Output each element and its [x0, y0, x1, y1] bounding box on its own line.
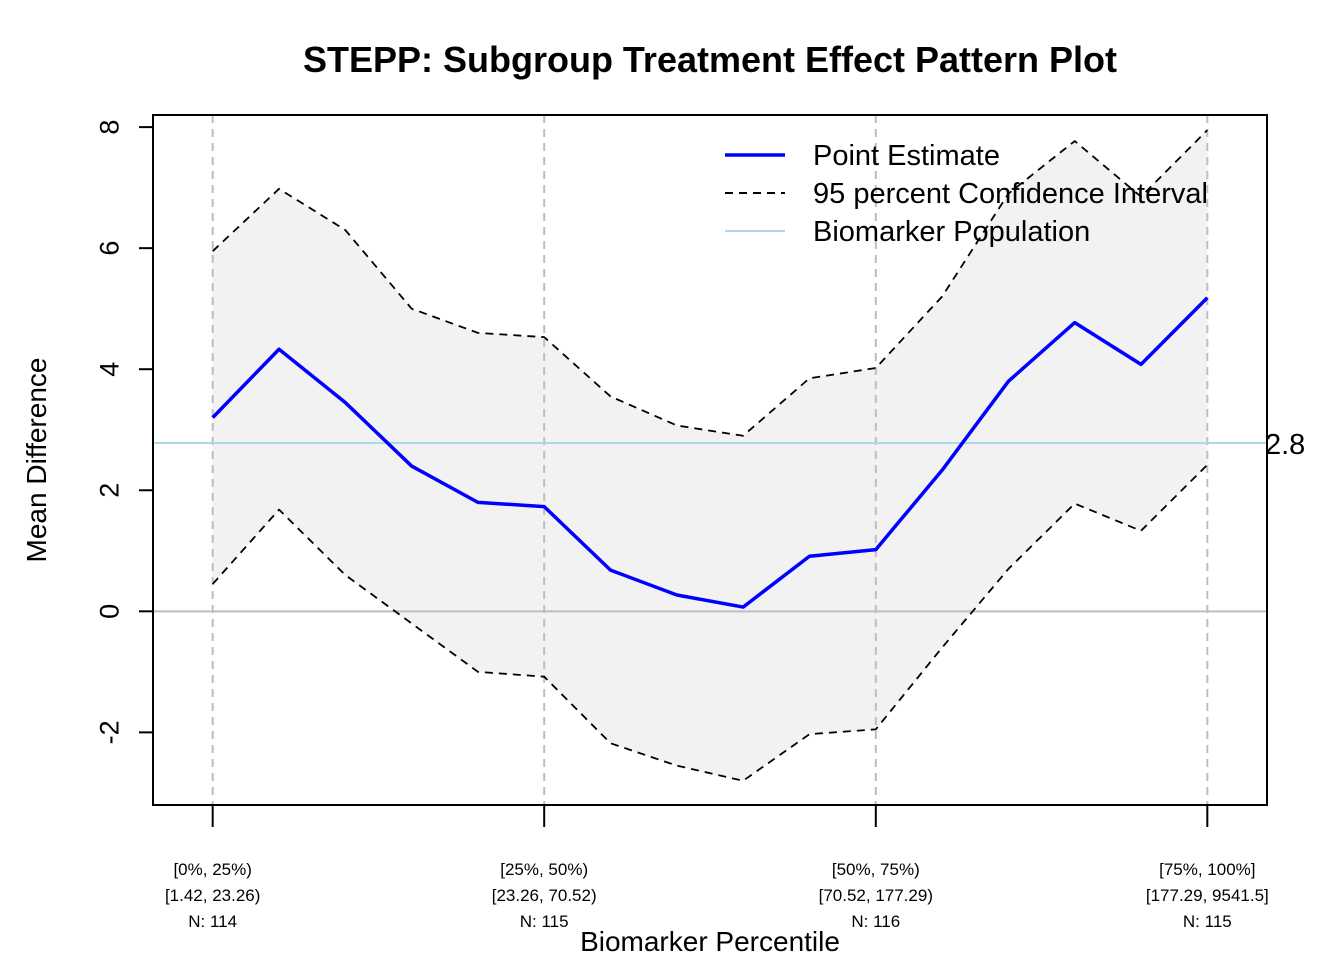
ci-upper-line — [212, 129, 1208, 437]
y-axis-label: Mean Difference — [21, 358, 52, 563]
x-tick-label-2-1: [70.52, 177.29) — [819, 886, 933, 905]
y-tick-label-3: 4 — [94, 362, 124, 377]
legend-label-2: Biomarker Population — [813, 216, 1090, 248]
confidence-band — [212, 130, 1208, 781]
ci-lower-line — [212, 464, 1208, 782]
x-tick-label-2-0: [50%, 75%) — [832, 860, 920, 879]
y-tick-label-2: 2 — [94, 483, 124, 498]
legend: Point Estimate 95 percent Confidence Inte… — [725, 140, 1208, 248]
y-tick-label-5: 8 — [94, 120, 124, 135]
x-tick-label-1-2: N: 115 — [520, 912, 569, 931]
x-tick-label-1-0: [25%, 50%) — [500, 860, 588, 879]
chart-title: STEPP: Subgroup Treatment Effect Pattern… — [303, 39, 1117, 80]
x-tick-label-0-0: [0%, 25%) — [173, 860, 251, 879]
x-tick-label-3-1: [177.29, 9541.5] — [1146, 886, 1269, 905]
x-tick-label-0-1: [1.42, 23.26) — [165, 886, 260, 905]
plot-area: -2 0 2 4 6 8 [0%, 25%) [1.42, 23.26) N: 114 [25%,… — [94, 114, 1305, 931]
x-tick-label-0-2: N: 114 — [188, 912, 237, 931]
x-tick-label-3-0: [75%, 100%] — [1159, 860, 1255, 879]
y-tick-label-0: -2 — [94, 720, 124, 744]
y-tick-label-4: 6 — [94, 241, 124, 256]
legend-label-1: 95 percent Confidence Interval — [813, 178, 1208, 210]
x-tick-label-2-2: N: 116 — [851, 912, 900, 931]
biomarker-population-value-label: 2.8 — [1265, 429, 1305, 461]
legend-label-0: Point Estimate — [813, 140, 1000, 172]
point-estimate-line — [211, 296, 1209, 609]
plot-frame — [152, 114, 1268, 806]
y-tick-label-1: 0 — [94, 604, 124, 619]
x-tick-label-3-2: N: 115 — [1183, 912, 1232, 931]
x-tick-label-1-1: [23.26, 70.52) — [492, 886, 597, 905]
x-axis-label: Biomarker Percentile — [580, 926, 840, 957]
